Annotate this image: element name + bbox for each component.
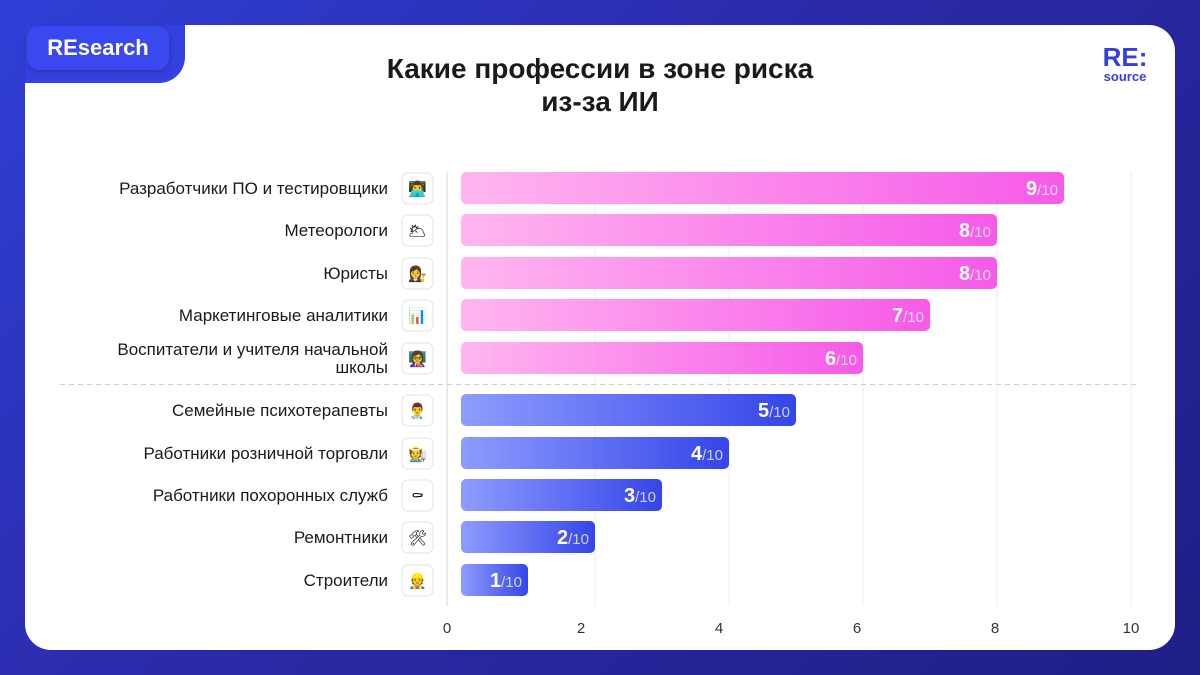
bar-value-suffix: /10 bbox=[635, 489, 656, 506]
bar bbox=[461, 172, 1064, 204]
bar-value-suffix: /10 bbox=[836, 352, 857, 369]
bar-value-label: 8/10 bbox=[959, 220, 991, 242]
bar-value: 5 bbox=[758, 400, 769, 422]
x-tick-label: 10 bbox=[1123, 620, 1140, 637]
chart-title-line-1: Какие профессии в зоне риска bbox=[386, 53, 814, 84]
bar-value-suffix: /10 bbox=[1037, 182, 1058, 199]
coffin-icon: ⚰ bbox=[411, 488, 424, 505]
bar bbox=[461, 257, 997, 289]
bar-value-label: 5/10 bbox=[758, 400, 790, 422]
construction-worker-icon-box bbox=[401, 564, 434, 597]
coffin-icon-box bbox=[401, 479, 434, 512]
bar-value-suffix: /10 bbox=[501, 574, 522, 591]
bar-value: 8 bbox=[959, 263, 970, 285]
bar-chart-icon-box bbox=[401, 299, 434, 332]
category-label: Метеорологи bbox=[284, 221, 388, 240]
sun-behind-cloud-icon: 🌥 bbox=[408, 223, 427, 240]
logo-re: RE: bbox=[1102, 42, 1148, 72]
hammer-and-wrench-icon: 🛠 bbox=[408, 530, 427, 547]
x-tick-label: 2 bbox=[577, 620, 585, 637]
bar-value-label: 1/10 bbox=[490, 570, 522, 592]
category-label: Разработчики ПО и тестировщики bbox=[119, 179, 388, 198]
bar-chart-icon: 📊 bbox=[408, 307, 427, 325]
bar-value: 8 bbox=[959, 220, 970, 242]
bar bbox=[461, 214, 997, 246]
chart-card bbox=[25, 25, 1175, 650]
x-tick-label: 8 bbox=[991, 620, 999, 637]
bar-value-suffix: /10 bbox=[970, 267, 991, 284]
category-label: Работники похоронных служб bbox=[153, 486, 388, 505]
bar-value-label: 9/10 bbox=[1026, 178, 1058, 200]
bar-value: 4 bbox=[691, 443, 703, 465]
bar-value: 9 bbox=[1026, 178, 1037, 200]
category-label: школы bbox=[336, 358, 389, 377]
health-worker-icon-box bbox=[401, 394, 434, 427]
technologist-icon: 👨‍💻 bbox=[408, 180, 427, 198]
bar bbox=[461, 479, 662, 511]
logo-source: source bbox=[1103, 69, 1147, 84]
bar bbox=[461, 299, 930, 331]
bar bbox=[461, 564, 528, 596]
judge-icon-box bbox=[401, 257, 434, 290]
x-tick-label: 4 bbox=[715, 620, 723, 637]
bar-value: 6 bbox=[825, 348, 836, 370]
teacher-icon-box bbox=[401, 342, 434, 375]
category-label: Семейные психотерапевты bbox=[172, 401, 388, 420]
technologist-icon-box bbox=[401, 172, 434, 205]
teacher-icon: 👩‍🏫 bbox=[408, 350, 427, 368]
bar-value-label: 7/10 bbox=[892, 305, 924, 327]
category-label: Воспитатели и учителя начальной bbox=[117, 340, 388, 359]
category-label: Юристы bbox=[323, 264, 388, 283]
bar-value: 1 bbox=[490, 570, 501, 592]
category-label: Строители bbox=[304, 571, 388, 590]
farmer-icon: 🧑‍🌾 bbox=[407, 445, 427, 463]
bar bbox=[461, 342, 863, 374]
resource-logo: RE: source bbox=[1090, 44, 1160, 84]
bar-value-label: 6/10 bbox=[825, 348, 857, 370]
bar-value-label: 8/10 bbox=[959, 263, 991, 285]
bar-value: 3 bbox=[624, 485, 635, 507]
bar-value: 7 bbox=[892, 305, 903, 327]
bar bbox=[461, 394, 796, 426]
bar-value-suffix: /10 bbox=[970, 224, 991, 241]
sun-behind-cloud-icon-box bbox=[401, 214, 434, 247]
research-badge: REsearch bbox=[27, 26, 169, 70]
health-worker-icon: 👨‍⚕️ bbox=[408, 402, 427, 420]
construction-worker-icon: 👷 bbox=[408, 572, 427, 590]
x-tick-label: 6 bbox=[853, 620, 861, 637]
judge-icon: 👩‍⚖️ bbox=[408, 265, 427, 283]
bar-value-suffix: /10 bbox=[702, 447, 723, 464]
hammer-and-wrench-icon-box bbox=[401, 521, 434, 554]
bar-value-suffix: /10 bbox=[568, 531, 589, 548]
bar-value-label: 4/10 bbox=[691, 443, 723, 465]
bar bbox=[461, 521, 595, 553]
bar-value-label: 3/10 bbox=[624, 485, 656, 507]
category-label: Ремонтники bbox=[294, 528, 388, 547]
farmer-icon-box bbox=[401, 437, 434, 470]
bar bbox=[461, 437, 729, 469]
chart-title-line-2: из-за ИИ bbox=[541, 86, 659, 117]
bar-value-label: 2/10 bbox=[557, 527, 589, 549]
bar-value-suffix: /10 bbox=[769, 404, 790, 421]
bar-value: 2 bbox=[557, 527, 568, 549]
category-label: Маркетинговые аналитики bbox=[179, 306, 388, 325]
bar-value-suffix: /10 bbox=[903, 309, 924, 326]
x-tick-label: 0 bbox=[443, 620, 451, 637]
chart-title: Какие профессии в зоне риска из-за ИИ bbox=[300, 52, 900, 118]
category-label: Работники розничной торговли bbox=[143, 444, 388, 463]
